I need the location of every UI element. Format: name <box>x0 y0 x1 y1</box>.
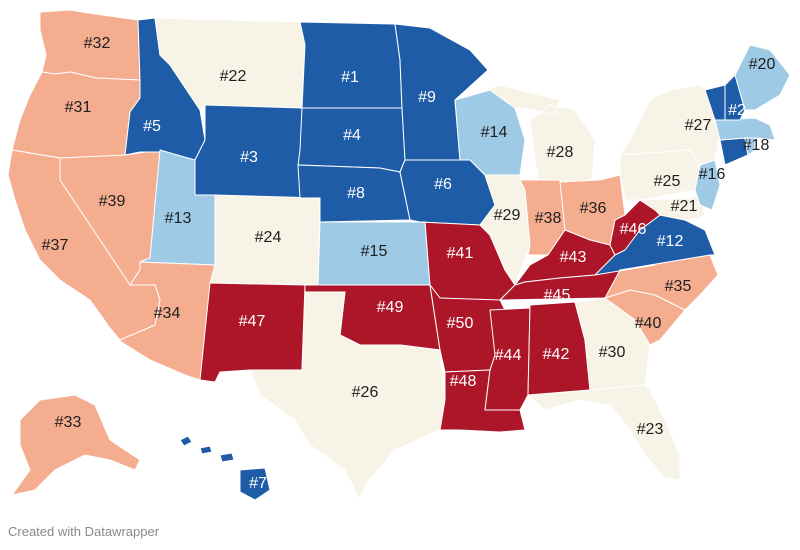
state-fl[interactable] <box>527 384 681 481</box>
rank-label-id: #5 <box>143 118 161 135</box>
rank-label-tx: #26 <box>352 384 379 401</box>
rank-label-ny: #27 <box>685 117 712 134</box>
rank-label-nc: #35 <box>665 278 692 295</box>
state-ne[interactable] <box>297 164 411 223</box>
rank-label-wi: #14 <box>481 124 508 141</box>
rank-label-al: #42 <box>543 346 570 363</box>
rank-label-ms: #44 <box>495 347 522 364</box>
rank-label-me: #20 <box>749 56 776 73</box>
state-hi[interactable] <box>179 435 271 501</box>
rank-label-wa: #32 <box>84 35 111 52</box>
rank-label-la: #48 <box>450 373 477 390</box>
rank-label-mo: #41 <box>447 245 474 262</box>
rank-label-oh: #36 <box>580 200 607 217</box>
rank-label-mn: #9 <box>418 89 436 106</box>
rank-label-ak: #33 <box>55 414 82 431</box>
states-layer <box>7 9 791 501</box>
rank-label-mi: #28 <box>547 144 574 161</box>
rank-label-hi: #7 <box>249 475 267 492</box>
state-nh[interactable] <box>724 74 746 121</box>
rank-label-wy: #3 <box>240 149 258 166</box>
rank-label-ut: #13 <box>165 210 192 227</box>
rank-label-in: #38 <box>535 210 562 227</box>
rank-label-or: #31 <box>65 99 92 116</box>
us-state-ranking-map: #32 #31 #37 #39 #5 #22 #3 #13 #34 #24 #47 #1 #4 #8 #15… <box>7 9 791 501</box>
rank-label-va: #12 <box>657 233 684 250</box>
rank-label-ks: #15 <box>361 243 388 260</box>
rank-label-fl: #23 <box>637 421 664 438</box>
rank-label-nm: #47 <box>239 313 266 330</box>
state-tx[interactable] <box>249 291 446 501</box>
rank-label-md: #21 <box>671 198 698 215</box>
rank-label-sc: #40 <box>635 315 662 332</box>
rank-label-nv: #39 <box>99 193 126 210</box>
datawrapper-credit: Created with Datawrapper <box>8 524 160 539</box>
rank-label-az: #34 <box>154 305 181 322</box>
state-ak[interactable] <box>11 394 141 496</box>
rank-label-mt: #22 <box>220 68 247 85</box>
rank-label-sd: #4 <box>343 127 361 144</box>
rank-label-nh: #2 <box>728 102 746 119</box>
rank-label-ky: #43 <box>560 249 587 266</box>
rank-label-ga: #30 <box>599 344 626 361</box>
rank-label-wv: #46 <box>620 221 647 238</box>
labels-layer: #32 #31 #37 #39 #5 #22 #3 #13 #34 #24 #47 #1 #4 #8 #15… <box>42 35 776 492</box>
rank-label-ma: #18 <box>743 137 770 154</box>
rank-label-co: #24 <box>255 229 282 246</box>
state-me[interactable] <box>734 44 791 111</box>
rank-label-ne: #8 <box>347 185 365 202</box>
state-nd[interactable] <box>299 21 403 109</box>
state-ma[interactable] <box>714 117 776 141</box>
rank-label-pa: #25 <box>654 173 681 190</box>
state-nm[interactable] <box>199 282 306 383</box>
rank-label-nj: #16 <box>699 166 726 183</box>
rank-label-il: #29 <box>494 207 521 224</box>
rank-label-ia: #6 <box>434 176 452 193</box>
rank-label-nd: #1 <box>341 69 359 86</box>
rank-label-tn: #45 <box>544 287 571 304</box>
rank-label-ar: #50 <box>447 315 474 332</box>
rank-label-ok: #49 <box>377 299 404 316</box>
rank-label-ca: #37 <box>42 237 69 254</box>
